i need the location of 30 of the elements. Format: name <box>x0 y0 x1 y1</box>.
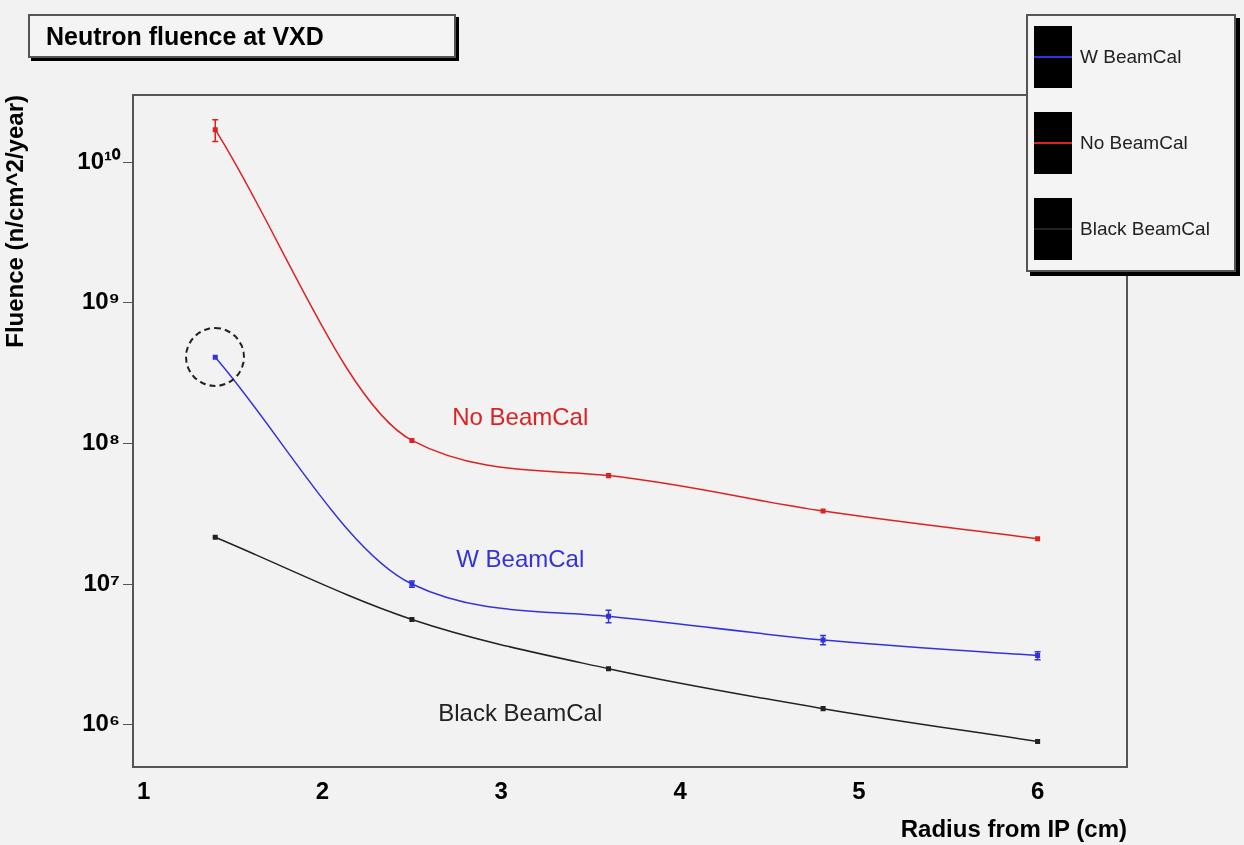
point <box>212 534 218 540</box>
y-tick-label: 10⁸ <box>81 428 120 456</box>
y-tick-label: 10⁹ <box>81 287 120 315</box>
point <box>409 437 415 443</box>
text: No BeamCal <box>452 402 589 430</box>
y-tick-label: 10⁷ <box>83 568 120 596</box>
chart-title: Neutron fluence at VXD <box>28 14 456 58</box>
point <box>606 473 612 479</box>
x-tick-label: 3 <box>494 777 508 805</box>
x-tick-label: 6 <box>1030 777 1045 805</box>
point <box>212 354 218 360</box>
legend-label: W BeamCal <box>1080 46 1182 68</box>
x-tick-label: 4 <box>673 777 688 805</box>
point <box>820 508 826 514</box>
text: W BeamCal <box>456 544 585 572</box>
point <box>606 666 612 672</box>
x-tick-label: 1 <box>137 777 151 805</box>
point <box>820 706 826 712</box>
x-axis-title: Radius from IP (cm) <box>900 815 1127 843</box>
legend-label: Black BeamCal <box>1080 218 1210 240</box>
y-tick-label: 10⁶ <box>82 709 120 737</box>
text: Black BeamCal <box>438 698 603 726</box>
y-tick-label: 10¹⁰ <box>77 146 121 174</box>
point <box>1035 738 1041 744</box>
legend-label: No BeamCal <box>1080 132 1188 154</box>
point <box>409 616 415 622</box>
x-tick-label: 5 <box>852 777 866 805</box>
y-axis-title: Fluence (n/cm^2/year) <box>1 95 29 348</box>
point <box>1035 536 1041 542</box>
x-tick-label: 2 <box>315 777 330 805</box>
